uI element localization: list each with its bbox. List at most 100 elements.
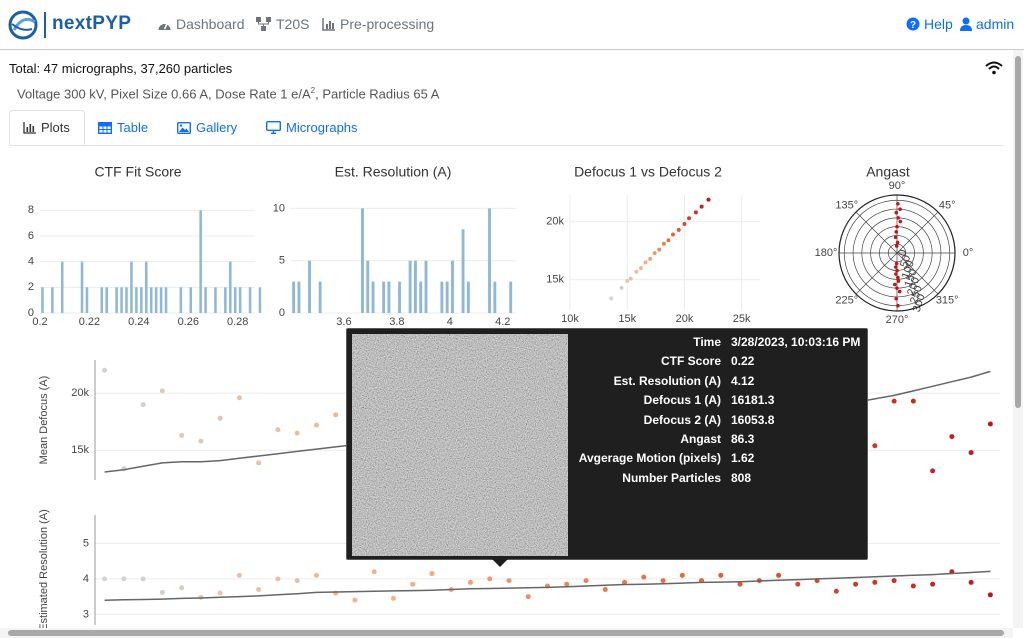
histogram-bar <box>509 281 513 313</box>
icon <box>322 17 335 31</box>
angular-grid <box>855 211 898 254</box>
help-link[interactable]: ? Help <box>906 16 953 32</box>
brand[interactable]: nextPYP <box>52 13 132 34</box>
data-point <box>159 388 165 394</box>
angular-grid <box>896 252 939 295</box>
data-point <box>467 579 473 585</box>
histogram-bar <box>297 281 301 313</box>
histogram-bar <box>361 208 364 313</box>
polar-point <box>893 235 898 240</box>
histogram-bar <box>424 260 428 313</box>
histogram-bar <box>51 287 54 313</box>
histogram-bar <box>233 287 237 313</box>
scroll-thumb[interactable] <box>1015 56 1021 408</box>
histogram-bar <box>229 261 232 313</box>
y-tick-label: 0 <box>28 307 34 319</box>
histogram-bar <box>248 287 252 313</box>
y-tick-label: 0 <box>279 307 285 319</box>
tab-plots[interactable]: Plots <box>9 110 85 145</box>
angular-tick-label: 0° <box>963 247 974 259</box>
trend-line <box>104 570 991 601</box>
brand-divider <box>44 12 46 38</box>
polar-point <box>892 282 897 287</box>
scroll-thumb[interactable] <box>8 630 1004 636</box>
data-point <box>429 571 435 577</box>
y-tick-label: 2 <box>28 281 34 293</box>
data-point <box>121 576 127 582</box>
data-point <box>198 438 204 444</box>
angular-tick-label: 315° <box>936 294 959 306</box>
data-point <box>525 594 531 600</box>
histogram-bar <box>154 287 158 313</box>
scatter-point <box>687 216 692 221</box>
histogram-bar <box>413 260 417 313</box>
data-point <box>660 578 666 584</box>
tab-table[interactable]: Table <box>98 110 148 145</box>
histogram-bar <box>493 281 497 313</box>
nav-preprocessing[interactable]: Pre-processing <box>322 16 434 32</box>
tooltip-label: Time <box>693 335 721 349</box>
data-point <box>390 595 396 601</box>
summary-totals: Total: 47 micrographs, 37,260 particles <box>9 61 233 76</box>
nav-label: Pre-processing <box>340 16 435 32</box>
tooltip-value: 4.12 <box>731 373 755 388</box>
histogram-bar <box>258 287 262 313</box>
polar-point <box>894 261 899 266</box>
polar-point <box>895 286 899 290</box>
histogram-bar <box>179 287 183 313</box>
data-point <box>371 569 377 575</box>
user-link[interactable]: admin <box>960 16 1014 32</box>
scatter-point <box>648 256 653 261</box>
histogram-bar <box>440 281 444 313</box>
angular-tick-label: 180° <box>815 247 838 259</box>
histogram-bar <box>130 261 133 313</box>
data-point <box>718 572 724 578</box>
connection-icon <box>985 61 1003 75</box>
nav-dashboard[interactable]: Dashboard <box>157 16 245 32</box>
tooltip-label: Est. Resolution (A) <box>613 373 721 388</box>
data-point <box>275 427 281 433</box>
histogram-bar <box>419 281 423 313</box>
histogram-bar <box>125 287 128 313</box>
histogram-bar <box>199 210 202 313</box>
y-tick-label: 15k <box>546 274 564 286</box>
navbar: nextPYP Dashboard T20S Pre-processing ? … <box>0 0 1024 50</box>
tab-label: Plots <box>41 120 70 135</box>
polar-point <box>893 265 898 269</box>
tooltip-value: 0.22 <box>731 354 755 369</box>
params-text: Voltage 300 kV, Pixel Size 0.66 A, Dose … <box>17 86 311 102</box>
tooltip-label: Avgerage Motion (pixels) <box>578 451 721 466</box>
data-point <box>313 572 319 578</box>
radial-tick-label: 100 <box>900 259 917 280</box>
data-point <box>853 581 859 587</box>
data-point <box>140 576 146 582</box>
data-point <box>776 572 782 578</box>
tab-gallery[interactable]: Gallery <box>177 110 237 145</box>
polar-point <box>895 240 900 245</box>
tab-micrographs[interactable]: Micrographs <box>266 110 358 145</box>
data-point <box>487 576 493 582</box>
data-point <box>333 412 339 418</box>
icon: ? <box>906 17 920 31</box>
x-tick-label: 0.24 <box>128 316 149 328</box>
data-point <box>294 430 300 436</box>
histogram-bar <box>445 281 449 313</box>
histogram-bar <box>100 287 104 313</box>
y-tick-label: 10 <box>273 202 285 214</box>
scatter-point <box>619 285 624 290</box>
y-tick-label: 6 <box>28 230 34 242</box>
y-tick-label: 4 <box>83 573 89 585</box>
x-tick-label: 0.28 <box>227 316 248 328</box>
polar-point <box>894 244 899 248</box>
icon <box>158 23 171 30</box>
histogram-bar <box>408 260 412 313</box>
nav-label: T20S <box>276 16 310 32</box>
angular-grid <box>855 252 898 295</box>
nav-project[interactable]: T20S <box>256 16 309 32</box>
histogram-bar <box>292 281 296 313</box>
scatter-point <box>628 276 633 281</box>
params-tail: , Particle Radius 65 A <box>315 86 440 102</box>
scatter-point <box>682 222 687 227</box>
histogram-bar <box>488 208 491 313</box>
angular-tick-label: 90° <box>889 180 906 192</box>
